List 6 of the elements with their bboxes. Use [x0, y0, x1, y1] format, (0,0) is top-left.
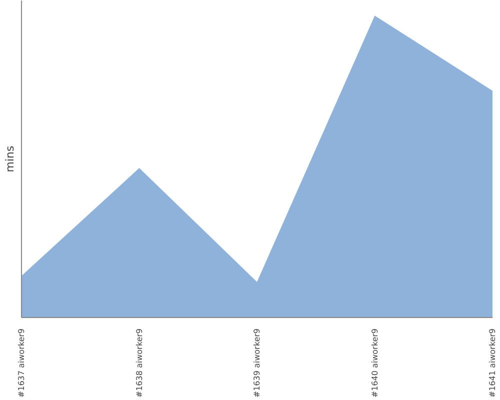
x-tick-label: #1638 aiworker9 — [134, 328, 144, 398]
x-tick-label: #1637 aiworker9 — [17, 328, 26, 398]
x-tick-label: #1640 aiworker9 — [370, 328, 380, 398]
y-axis-title: mins — [4, 145, 16, 172]
x-tick-label: #1639 aiworker9 — [252, 328, 262, 398]
x-tick-label: #1641 aiworker9 — [488, 328, 497, 398]
